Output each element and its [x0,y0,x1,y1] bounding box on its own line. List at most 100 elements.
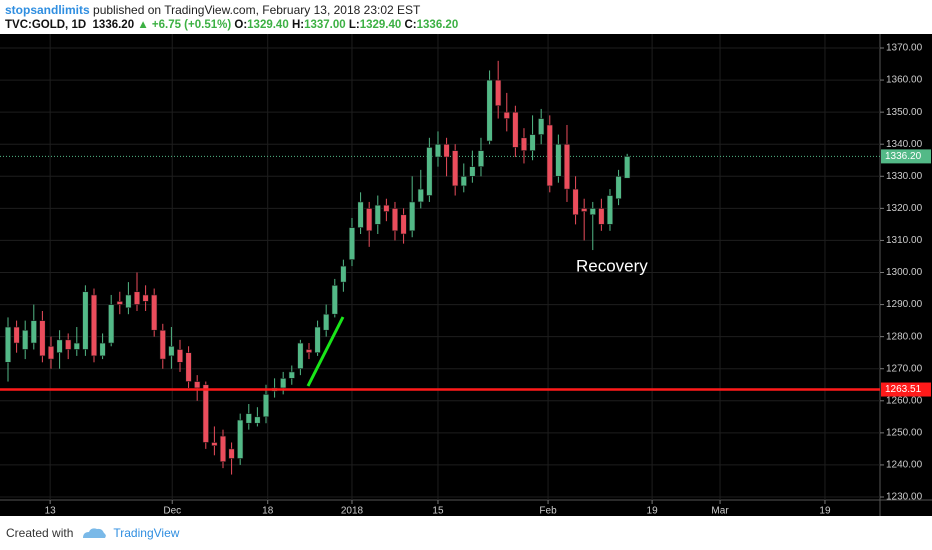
candle-body [133,291,141,305]
candle-body [546,124,553,187]
last-price-label: 1336.20 [885,151,922,162]
ohlc-value: 1336.20 [416,19,459,31]
candle-body [426,147,433,196]
trend-line [306,316,345,387]
y-tick-label: 1240.00 [886,460,923,471]
symbol: TVC:GOLD, 1D [5,19,87,31]
x-tick-label: 2018 [341,506,364,516]
candle-body [331,285,338,315]
candle-body [237,419,244,459]
candle-body [228,448,235,459]
x-tick-label: 19 [819,506,831,516]
x-tick-label: 18 [262,506,274,516]
footer: Created with TradingView [0,516,932,550]
candle-body [13,326,20,344]
candle-body [486,79,493,142]
candle-body [159,329,166,360]
last-price-box [881,149,931,164]
candle-body [572,188,579,216]
candle-body [185,352,192,382]
x-tick-label: Feb [539,506,557,516]
candle-body [262,394,270,418]
candle-body [469,166,476,177]
candle-body [366,208,373,232]
candle-body [555,143,562,177]
candle-body [297,342,304,370]
candle-body [305,349,313,353]
y-tick-label: 1230.00 [886,492,923,503]
support-label: 1263.51 [885,384,922,395]
author[interactable]: stopsandlimits [5,3,90,17]
candle-body [495,79,502,107]
candle-body [374,204,381,225]
candle-body [73,342,80,350]
x-tick-label: 13 [45,506,57,516]
candle-body [383,204,390,212]
candle-body [581,208,588,212]
candle-body [400,214,407,235]
candle-body [340,265,347,283]
ohlc-label: O: [234,19,248,31]
candle-body [538,118,545,135]
candle-body [151,294,158,331]
candle-body [280,378,287,389]
x-tick-label: Dec [163,506,181,516]
header: stopsandlimits published on TradingView.… [0,0,932,34]
candle-body [4,326,12,363]
candle-body [460,175,467,187]
ohlc-label: C: [404,19,417,31]
candle-body [452,150,459,187]
y-tick-label: 1320.00 [886,203,923,214]
brand[interactable]: TradingView [113,526,180,540]
candle-body [357,201,364,228]
created-with: Created with [6,526,74,540]
candle-body [30,320,37,344]
candle-body [563,143,571,190]
candle-body [211,442,218,446]
chart-background [0,34,932,516]
candle-body [409,201,416,232]
candle-body [47,345,55,360]
candle-body [125,294,132,309]
candle-body [477,150,485,167]
published: published on TradingView.com, February 1… [93,3,421,17]
candle-body [65,339,72,350]
candle-body [503,111,510,119]
candle-body [417,188,424,203]
change: ▲ +6.75 (+0.51%) [137,19,232,31]
candle-body [176,349,184,363]
candle-body [219,435,227,463]
y-tick-label: 1310.00 [886,235,923,246]
candle-body [288,371,295,379]
candle-body [202,384,209,443]
candle-body [391,208,399,232]
candle-body [108,304,115,344]
annotation: Recovery [576,256,648,275]
y-tick-label: 1340.00 [886,139,923,150]
candle-body [512,111,519,148]
ohlc-value: 1329.40 [359,19,402,31]
candle-body [615,175,622,200]
y-tick-label: 1360.00 [886,75,923,86]
candle-body [314,326,321,353]
ohlc-label: L: [348,19,360,31]
y-tick-label: 1350.00 [886,107,923,118]
candle-body [589,208,596,216]
y-tick-label: 1250.00 [886,427,923,438]
symbol-line: TVC:GOLD, 1D 1336.20 ▲ +6.75 (+0.51%) O:… [5,17,932,31]
logo-cloud [83,528,107,538]
y-tick-label: 1280.00 [886,331,923,342]
support-label-box [881,382,931,397]
candle-body [39,320,46,357]
candle-body [245,413,252,424]
candle-body [82,291,89,350]
x-tick-label: Mar [711,506,729,516]
candle-body [168,345,175,357]
y-tick-label: 1300.00 [886,267,923,278]
candle-body [142,294,149,302]
x-tick-label: 19 [647,506,659,516]
candle-body [520,137,528,151]
candle-body [323,313,330,331]
ohlc-value: 1329.40 [247,19,289,31]
